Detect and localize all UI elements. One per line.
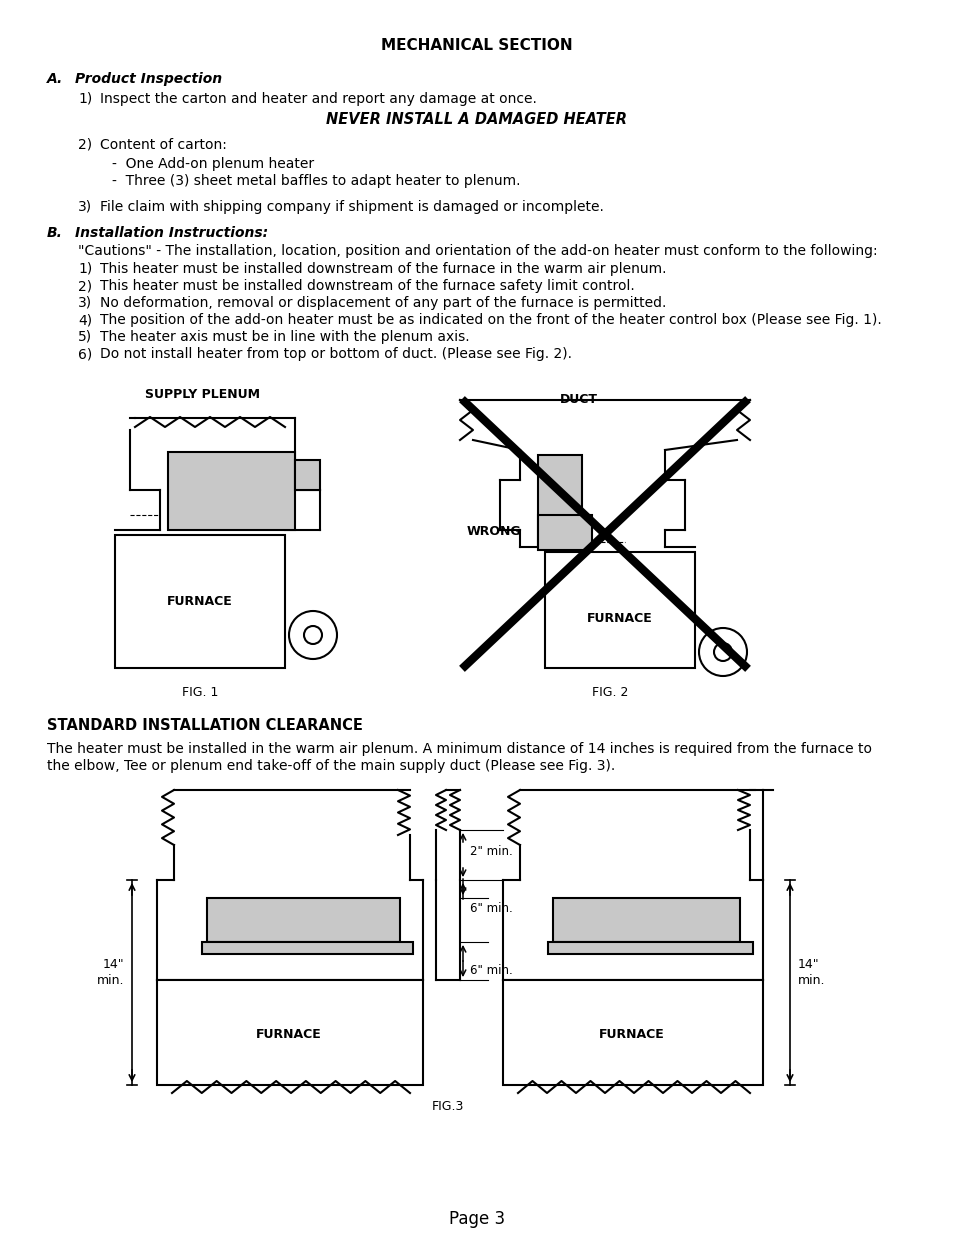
Text: FURNACE: FURNACE [598,1028,663,1041]
Text: This heater must be installed downstream of the furnace safety limit control.: This heater must be installed downstream… [100,279,634,293]
Text: STANDARD INSTALLATION CLEARANCE: STANDARD INSTALLATION CLEARANCE [47,718,362,734]
Text: File claim with shipping company if shipment is damaged or incomplete.: File claim with shipping company if ship… [100,200,603,214]
Text: NEVER INSTALL A DAMAGED HEATER: NEVER INSTALL A DAMAGED HEATER [326,112,627,127]
Text: Product Inspection: Product Inspection [75,72,222,86]
Text: DUCT: DUCT [559,393,598,406]
Text: FIG. 1: FIG. 1 [182,685,218,699]
Bar [115,535,285,668]
Bar [168,452,294,530]
Bar [207,898,399,942]
Text: 2): 2) [78,279,92,293]
Text: WRONG: WRONG [467,525,521,538]
Text: FIG. 2: FIG. 2 [591,685,627,699]
Bar [502,981,762,1086]
Text: B.: B. [47,226,63,240]
Text: 4): 4) [78,312,92,327]
Text: "Cautions" - The installation, location, position and orientation of the add-on : "Cautions" - The installation, location,… [78,245,877,258]
Text: 3): 3) [78,200,92,214]
Bar [544,552,695,668]
Bar [202,942,413,953]
Text: 5): 5) [78,330,92,345]
Text: Inspect the carton and heater and report any damage at once.: Inspect the carton and heater and report… [100,91,537,106]
Text: SUPPLY PLENUM: SUPPLY PLENUM [145,388,260,401]
Text: Content of carton:: Content of carton: [100,138,227,152]
Text: 2): 2) [78,138,92,152]
Text: 14"
min.: 14" min. [96,958,124,987]
Text: The heater axis must be in line with the plenum axis.: The heater axis must be in line with the… [100,330,469,345]
Text: -  One Add-on plenum heater: - One Add-on plenum heater [112,157,314,170]
Text: No deformation, removal or displacement of any part of the furnace is permitted.: No deformation, removal or displacement … [100,296,666,310]
Text: FURNACE: FURNACE [255,1028,321,1041]
Text: 6" min.: 6" min. [470,902,512,915]
Text: The heater must be installed in the warm air plenum. A minimum distance of 14 in: The heater must be installed in the warm… [47,742,871,756]
Text: This heater must be installed downstream of the furnace in the warm air plenum.: This heater must be installed downstream… [100,262,666,275]
Text: Page 3: Page 3 [449,1210,504,1228]
Text: 3): 3) [78,296,92,310]
Text: Installation Instructions:: Installation Instructions: [75,226,268,240]
Bar [157,981,422,1086]
Text: FURNACE: FURNACE [167,595,233,608]
Text: FIG.3: FIG.3 [432,1100,464,1113]
Text: 6): 6) [78,347,92,361]
Text: 1): 1) [78,262,92,275]
Text: Do not install heater from top or bottom of duct. (Please see Fig. 2).: Do not install heater from top or bottom… [100,347,572,361]
Text: MECHANICAL SECTION: MECHANICAL SECTION [381,38,572,53]
Text: A.: A. [47,72,63,86]
Bar [553,898,740,942]
Text: 6" min.: 6" min. [470,965,512,977]
Text: FURNACE: FURNACE [586,613,652,625]
Text: the elbow, Tee or plenum end take-off of the main supply duct (Please see Fig. 3: the elbow, Tee or plenum end take-off of… [47,760,615,773]
Text: 1): 1) [78,91,92,106]
Text: 2" min.: 2" min. [470,845,512,858]
Bar [537,515,592,550]
Text: The position of the add-on heater must be as indicated on the front of the heate: The position of the add-on heater must b… [100,312,881,327]
Bar [294,459,319,490]
Bar [547,942,752,953]
Bar [537,454,581,545]
Text: 14"
min.: 14" min. [797,958,824,987]
Text: -  Three (3) sheet metal baffles to adapt heater to plenum.: - Three (3) sheet metal baffles to adapt… [112,174,520,188]
